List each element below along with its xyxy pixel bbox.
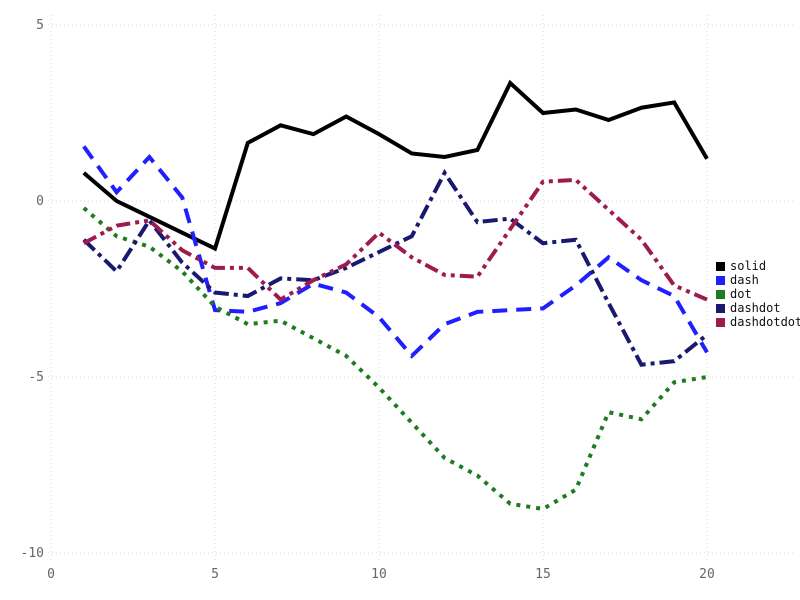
series-line-dot	[82, 206, 708, 512]
legend-item-dashdotdot: dashdotdot	[716, 316, 800, 328]
x-tick-label: 15	[535, 567, 551, 582]
series-line-solid	[82, 79, 709, 252]
y-tick-label: 0	[36, 194, 44, 209]
legend-item-dash: dash	[716, 274, 800, 286]
legend-swatch-dashdotdot	[716, 317, 725, 327]
legend-swatch-solid	[716, 261, 725, 271]
legend-item-solid: solid	[716, 260, 800, 272]
y-tick-label: -5	[28, 370, 44, 385]
series-line-dashdotdot	[82, 177, 708, 303]
legend-label-solid: solid	[730, 259, 767, 273]
legend-label-dashdot: dashdot	[730, 301, 781, 315]
legend-label-dot: dot	[730, 287, 752, 301]
series-line-dashdot	[82, 168, 709, 367]
x-tick-label: 10	[371, 567, 387, 582]
y-tick-label: 5	[36, 18, 44, 33]
x-tick-label: 5	[211, 567, 219, 582]
legend-label-dash: dash	[730, 273, 759, 287]
legend-item-dot: dot	[716, 288, 800, 300]
legend-label-dashdotdot: dashdotdot	[730, 315, 800, 329]
x-tick-label: 0	[47, 567, 55, 582]
series-line-dash	[82, 145, 709, 359]
legend-swatch-dot	[716, 289, 725, 299]
legend-swatch-dashdot	[716, 303, 725, 313]
y-tick-label: -10	[21, 546, 44, 561]
x-tick-label: 20	[699, 567, 715, 582]
legend: solid dash dot dashdot dashdotdot	[716, 260, 800, 328]
legend-swatch-dash	[716, 275, 725, 285]
legend-item-dashdot: dashdot	[716, 302, 800, 314]
